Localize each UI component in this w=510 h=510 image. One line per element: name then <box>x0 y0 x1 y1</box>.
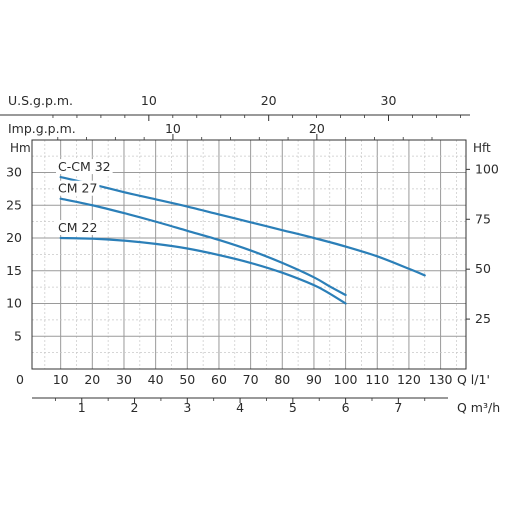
m3h-axis-label: Q m³/h <box>457 400 500 415</box>
chart-axes <box>0 114 470 403</box>
left-tick-label: 20 <box>6 230 22 245</box>
origin-label: 0 <box>16 372 24 387</box>
impgpm-axis-label: Imp.g.p.m. <box>8 121 76 136</box>
right-tick-label: 50 <box>475 261 491 276</box>
lpm-tick-label: 80 <box>274 372 290 387</box>
left-tick-label: 25 <box>6 197 22 212</box>
plot-grid <box>31 139 467 370</box>
m3h-tick-label: 4 <box>236 400 244 415</box>
lpm-tick-label: 30 <box>116 372 132 387</box>
series-label: C-CM 32 <box>58 159 111 174</box>
series-curve-2 <box>59 236 347 305</box>
left-axis-label: Hm <box>10 141 31 155</box>
left-tick-label: 5 <box>14 328 22 343</box>
m3h-tick-label: 1 <box>78 400 86 415</box>
m3h-tick-label: 6 <box>342 400 350 415</box>
lpm-tick-label: 10 <box>53 372 69 387</box>
m3h-tick-label: 3 <box>183 400 191 415</box>
usgpm-tick-label: 30 <box>381 93 397 108</box>
right-tick-label: 25 <box>475 311 491 326</box>
series-label: CM 22 <box>58 220 97 235</box>
usgpm-axis-label: U.S.g.p.m. <box>8 93 73 108</box>
lpm-tick-label: 60 <box>211 372 227 387</box>
lpm-tick-label: 110 <box>365 372 389 387</box>
lpm-tick-label: 20 <box>84 372 100 387</box>
impgpm-tick-label: 10 <box>165 121 181 136</box>
m3h-tick-label: 5 <box>289 400 297 415</box>
series-curve-0 <box>59 175 426 277</box>
series-label-bg <box>56 220 100 235</box>
lpm-axis-label: Q l/1' <box>457 372 490 387</box>
right-tick-label: 100 <box>475 161 499 176</box>
plot-frame <box>31 139 467 370</box>
usgpm-tick-label: 20 <box>261 93 277 108</box>
lpm-tick-label: 50 <box>179 372 195 387</box>
left-tick-label: 30 <box>6 165 22 180</box>
series-label-bg <box>56 159 113 175</box>
impgpm-tick-label: 20 <box>309 121 325 136</box>
lpm-tick-label: 130 <box>429 372 453 387</box>
series-label-bg <box>56 180 100 196</box>
lpm-tick-label: 120 <box>397 372 421 387</box>
left-tick-label: 10 <box>6 296 22 311</box>
m3h-tick-label: 2 <box>131 400 139 415</box>
lpm-tick-label: 40 <box>148 372 164 387</box>
lpm-tick-label: 100 <box>334 372 358 387</box>
performance-curves <box>59 175 426 305</box>
m3h-tick-label: 7 <box>394 400 402 415</box>
lpm-tick-label: 90 <box>306 372 322 387</box>
left-tick-label: 15 <box>6 263 22 278</box>
right-axis-label: Hft <box>473 141 491 155</box>
series-label: CM 27 <box>58 181 97 196</box>
lpm-tick-label: 70 <box>243 372 259 387</box>
usgpm-tick-label: 10 <box>141 93 157 108</box>
series-curve-1 <box>59 197 347 297</box>
right-tick-label: 75 <box>475 211 491 226</box>
